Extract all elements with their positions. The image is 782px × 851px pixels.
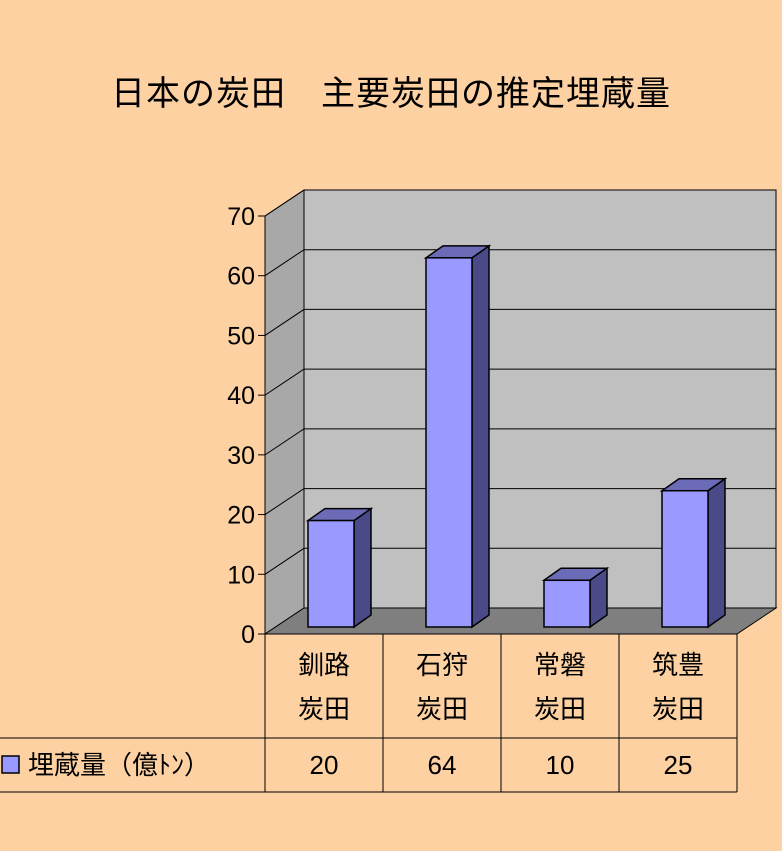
data-label: 10 xyxy=(546,750,575,780)
gridline xyxy=(264,488,776,515)
category-label: 釧路 xyxy=(298,650,350,680)
gridline xyxy=(264,308,776,336)
category-label: 筑豊 xyxy=(652,650,704,680)
bar-front xyxy=(661,489,709,628)
bar xyxy=(541,566,610,629)
y-tick-label: 20 xyxy=(227,502,255,530)
bar-front xyxy=(543,579,591,628)
bar xyxy=(423,244,492,629)
y-tick-label: 60 xyxy=(227,263,255,291)
bar-side xyxy=(353,507,372,629)
category-label: 石狩 xyxy=(416,650,468,680)
category-label: 常磐 xyxy=(534,650,586,680)
y-tick-label: 10 xyxy=(227,561,255,589)
legend-key xyxy=(1,755,20,774)
bar-front xyxy=(307,519,355,628)
gridline xyxy=(264,189,776,217)
gridline xyxy=(264,249,776,277)
y-tick-label: 30 xyxy=(227,442,255,470)
bar-front xyxy=(425,257,473,628)
bar-side xyxy=(471,244,490,629)
category-label: 炭田 xyxy=(534,694,586,724)
chart-title: 日本の炭田 主要炭田の推定埋蔵量 xyxy=(111,74,671,114)
data-label: 20 xyxy=(310,750,339,780)
data-label: 25 xyxy=(664,750,693,780)
bar xyxy=(659,477,728,629)
plot-side-wall xyxy=(264,189,305,635)
category-label: 炭田 xyxy=(652,694,704,724)
legend-label: 埋蔵量（億ﾄﾝ） xyxy=(28,750,210,780)
gridline xyxy=(264,368,776,396)
gridline xyxy=(264,547,776,575)
gridline xyxy=(264,428,776,456)
data-label: 64 xyxy=(428,750,457,780)
category-label: 炭田 xyxy=(416,694,468,724)
bar xyxy=(305,507,374,629)
y-tick-label: 0 xyxy=(241,621,255,649)
bar-side xyxy=(707,477,726,629)
y-tick-label: 50 xyxy=(227,322,255,350)
category-label: 炭田 xyxy=(298,694,350,724)
y-tick-label: 40 xyxy=(227,382,255,410)
y-tick-label: 70 xyxy=(227,203,255,231)
